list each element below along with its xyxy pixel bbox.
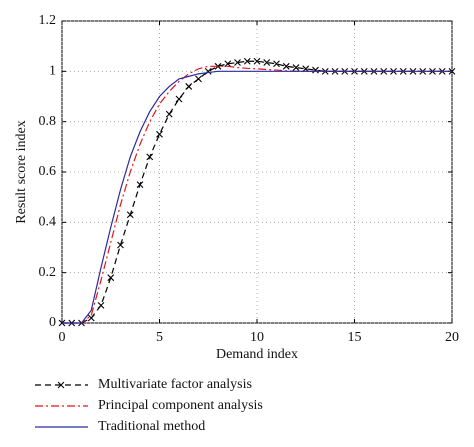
legend-marker bbox=[57, 381, 65, 389]
marker bbox=[263, 59, 271, 66]
marker bbox=[175, 95, 183, 103]
marker bbox=[195, 75, 202, 83]
series-line bbox=[62, 65, 452, 324]
marker bbox=[282, 62, 290, 70]
x-tick-label: 0 bbox=[59, 330, 66, 345]
x-tick-label: 5 bbox=[156, 330, 163, 345]
marker bbox=[234, 59, 241, 66]
x-axis-label: Demand index bbox=[216, 347, 298, 362]
x-tick-label: 10 bbox=[250, 330, 264, 345]
marker bbox=[107, 274, 115, 282]
marker bbox=[165, 110, 173, 118]
y-axis-label: Result score index bbox=[14, 120, 29, 223]
marker bbox=[243, 57, 251, 65]
y-tick-label: 0.2 bbox=[39, 265, 57, 280]
legend-label: Principal component analysis bbox=[98, 398, 263, 413]
legend-label: Traditional method bbox=[98, 419, 205, 434]
marker bbox=[126, 211, 134, 219]
y-tick-label: 0 bbox=[49, 315, 56, 330]
y-tick-label: 1.2 bbox=[39, 13, 57, 28]
marker bbox=[273, 60, 280, 68]
marker bbox=[117, 241, 124, 249]
y-tick-label: 0.8 bbox=[39, 114, 57, 129]
x-tick-label: 20 bbox=[445, 330, 459, 345]
marker bbox=[136, 181, 144, 188]
marker bbox=[253, 57, 261, 65]
marker bbox=[87, 314, 95, 322]
marker bbox=[224, 60, 232, 68]
series-line bbox=[62, 60, 452, 324]
y-tick-label: 0.4 bbox=[39, 215, 57, 230]
y-tick-label: 1 bbox=[49, 64, 56, 79]
y-tick-label: 0.6 bbox=[39, 164, 57, 179]
series-line bbox=[62, 70, 452, 324]
legend-label: Multivariate factor analysis bbox=[98, 377, 252, 392]
marker bbox=[146, 153, 154, 161]
marker bbox=[97, 301, 105, 309]
marker bbox=[292, 64, 300, 71]
marker bbox=[185, 83, 193, 90]
x-tick-label: 15 bbox=[348, 330, 362, 345]
marker bbox=[312, 66, 319, 74]
marker bbox=[156, 130, 163, 138]
